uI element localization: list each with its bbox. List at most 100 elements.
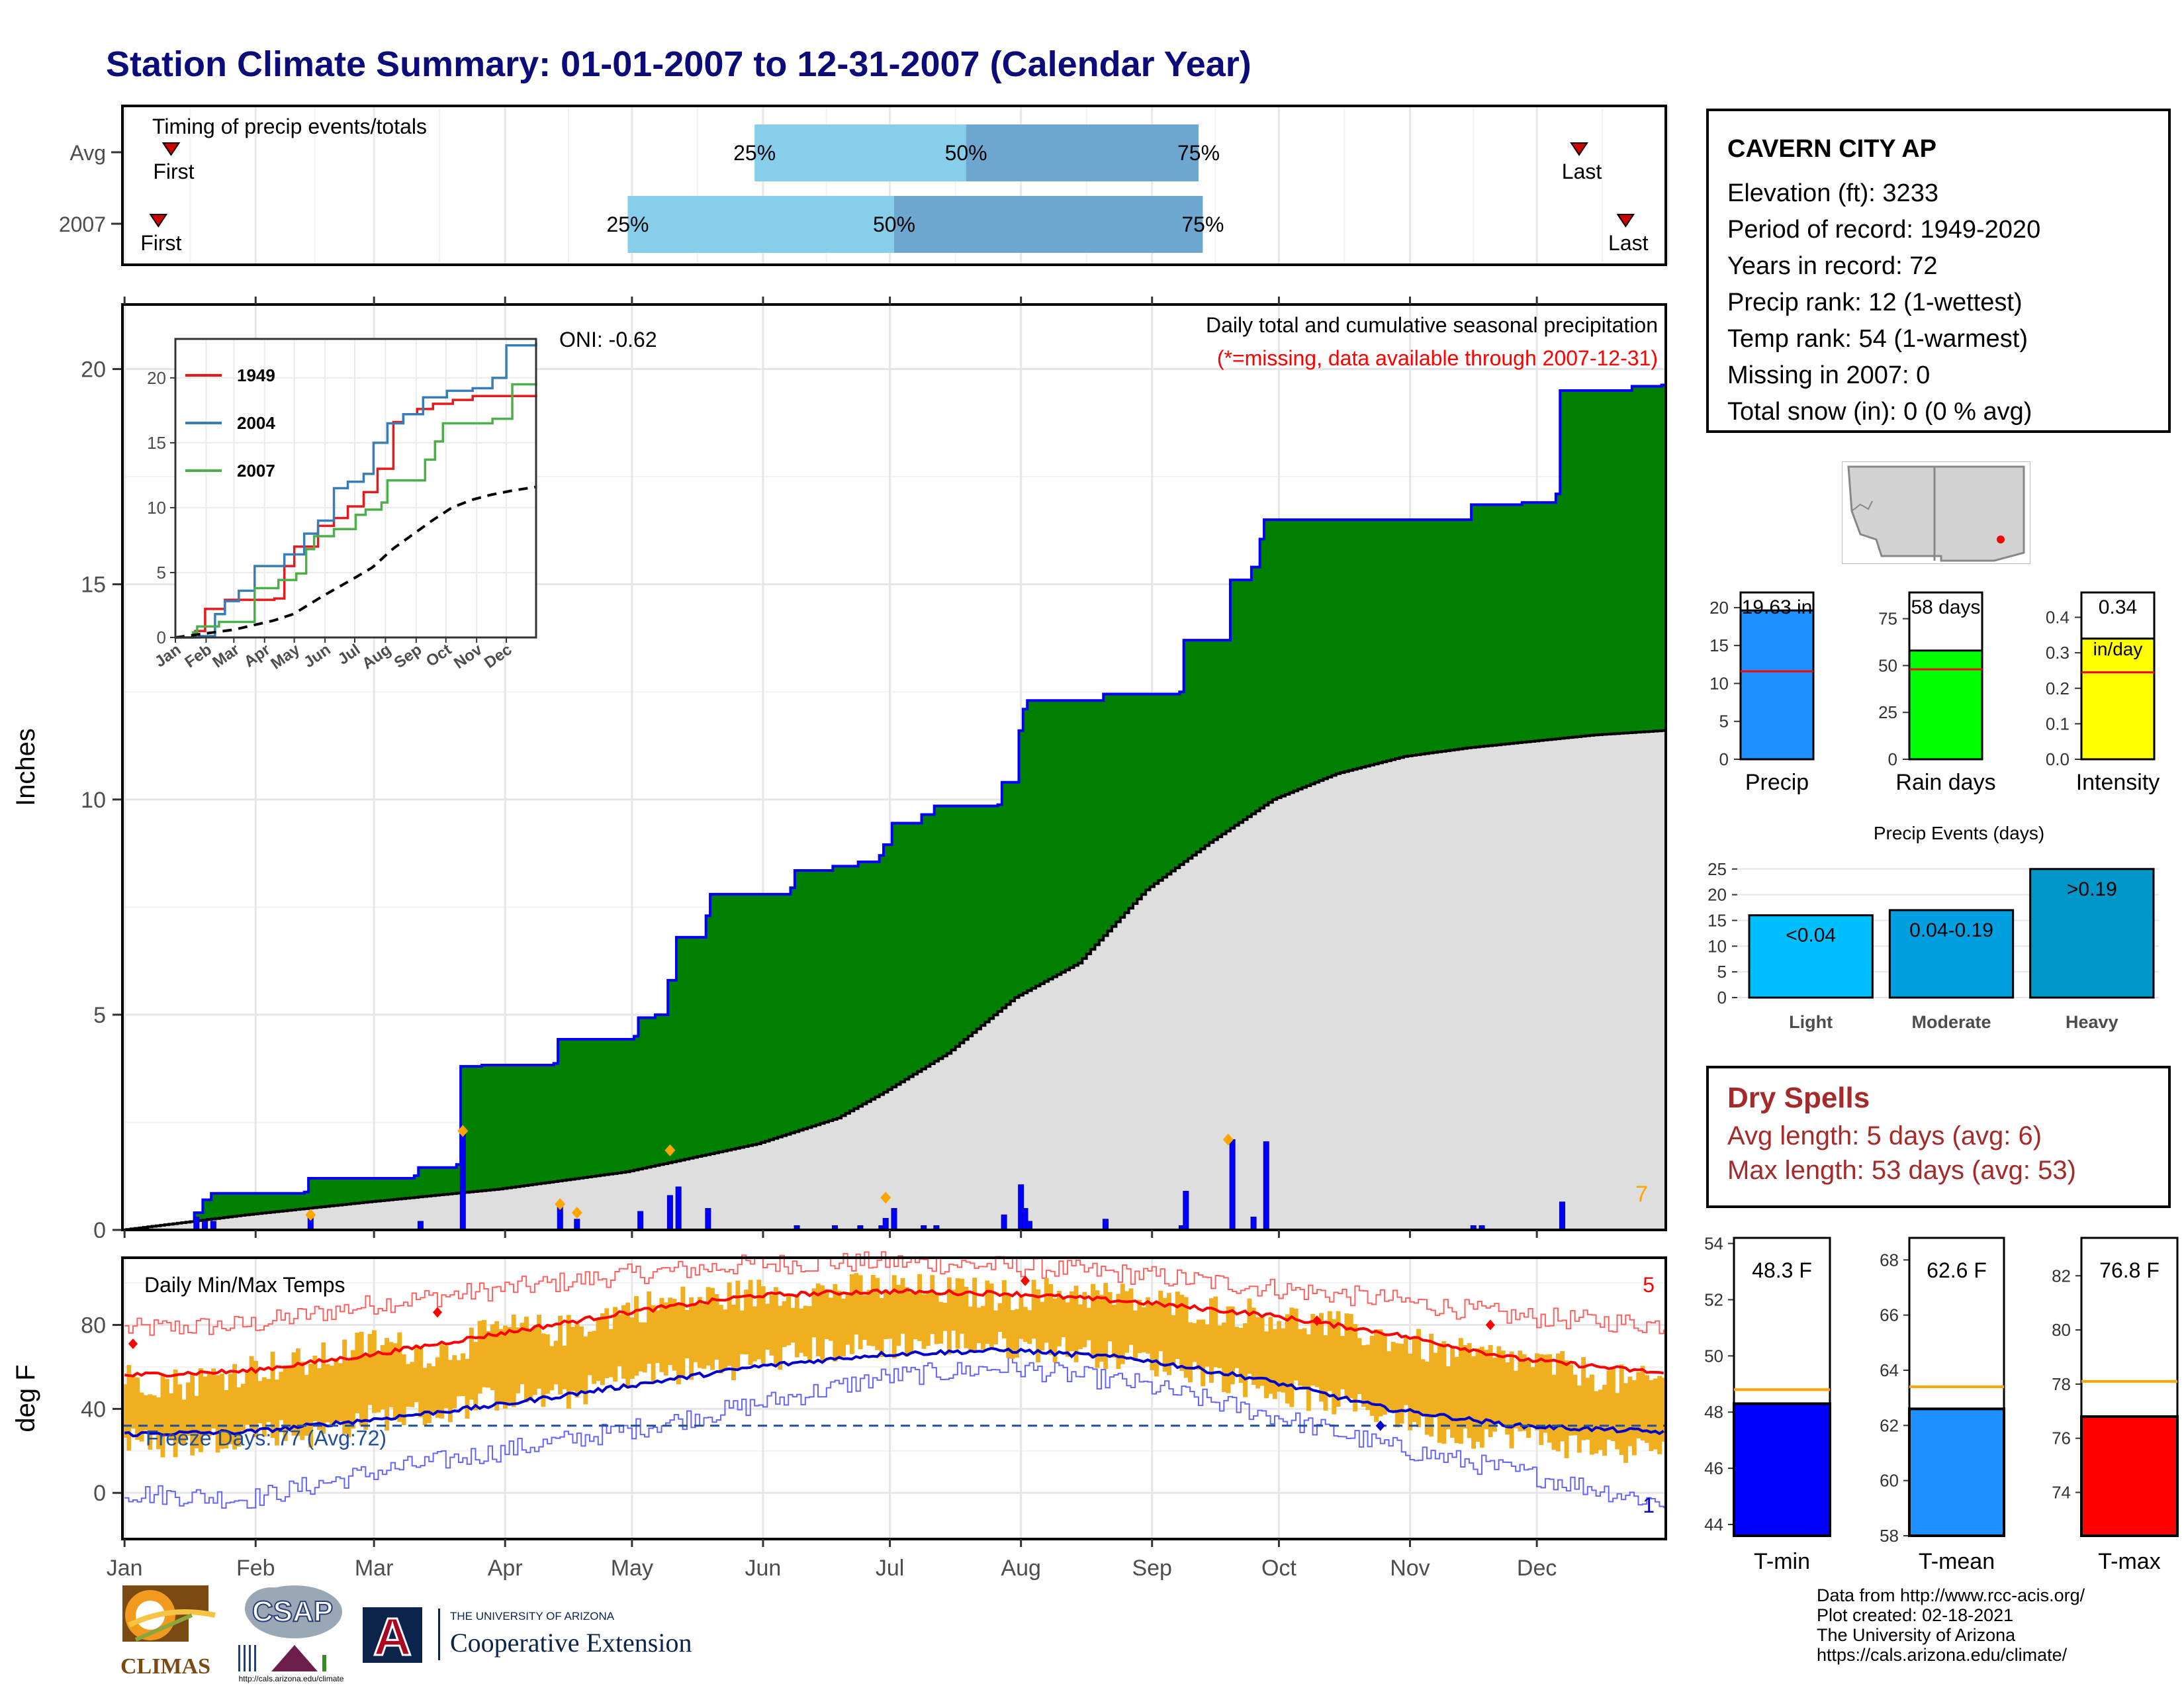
daily-temp-bar: [862, 1295, 867, 1340]
daily-temp-bar: [363, 1354, 369, 1430]
daily-temp-bar: [1390, 1342, 1396, 1413]
timing-last-marker: [1570, 142, 1588, 156]
daily-temp-bar: [968, 1306, 973, 1350]
state-outline: [1847, 465, 2025, 562]
timing-bar-q25-q50: [754, 124, 966, 181]
daily-temp-bar: [1277, 1321, 1282, 1392]
daily-temp-bar: [1420, 1359, 1426, 1415]
daily-temp-bar: [1344, 1313, 1349, 1398]
daily-precip-bar: [459, 1130, 466, 1231]
temp-summary-ytick-label: 66: [1880, 1305, 1899, 1325]
daily-temp-bar: [1137, 1299, 1142, 1354]
daily-temp-bar: [837, 1290, 842, 1357]
daily-temp-bar: [1272, 1329, 1277, 1399]
daily-temp-bar: [1298, 1329, 1303, 1386]
daily-temp-bar: [321, 1342, 326, 1434]
events-category-label: Heavy: [2066, 1012, 2118, 1032]
daily-temp-bar: [946, 1277, 952, 1355]
inset-bg: [175, 339, 536, 637]
summary-ytick-label: 50: [1878, 655, 1897, 675]
daily-temp-bar: [921, 1294, 927, 1349]
daily-temp-bar: [194, 1395, 199, 1448]
daily-temp-bar: [587, 1331, 592, 1376]
daily-precip-bar: [1559, 1201, 1565, 1231]
precip-y-axis-label: Inches: [11, 728, 40, 806]
daily-temp-bar: [930, 1275, 935, 1335]
record-high-marker: [128, 1338, 138, 1350]
daily-temp-bar: [676, 1302, 681, 1385]
daily-temp-bar: [1445, 1366, 1451, 1430]
daily-temp-bar: [1077, 1304, 1083, 1350]
daily-temp-bar: [1031, 1280, 1036, 1339]
daily-temp-bar: [338, 1363, 343, 1422]
footer-credits: Data from http://www.rcc-acis.org/Plot c…: [1817, 1585, 2085, 1665]
extreme-precip-marker: [1222, 1133, 1234, 1146]
daily-temp-bar: [1069, 1291, 1075, 1352]
daily-temp-bar: [659, 1297, 664, 1372]
daily-temp-bar: [482, 1320, 486, 1387]
summary-bar: [2080, 637, 2156, 761]
daily-temp-bar: [203, 1376, 208, 1436]
daily-temp-bar: [308, 1364, 314, 1448]
daily-temp-bar: [1171, 1315, 1176, 1365]
daily-temp-bar: [778, 1305, 783, 1370]
inset-frame: [174, 338, 537, 639]
daily-temp-bar: [1124, 1291, 1130, 1353]
daily-temp-bar: [1631, 1380, 1637, 1456]
daily-temp-bar: [465, 1358, 470, 1419]
events-ytick-label: 25: [1707, 859, 1727, 879]
daily-temp-bar: [1560, 1351, 1565, 1442]
river-line: [1851, 500, 1873, 512]
daily-temp-bar: [1488, 1344, 1493, 1437]
timing-last-label: Last: [1608, 231, 1649, 255]
daily-temp-bar: [858, 1275, 863, 1350]
daily-temp-bar: [528, 1331, 533, 1401]
summary-ytick-label: 0.1: [2046, 714, 2070, 733]
daily-temp-bar: [199, 1368, 203, 1452]
daily-temp-bar: [710, 1288, 715, 1370]
daily-temp-bar: [887, 1294, 893, 1339]
daily-temp-bar: [253, 1360, 258, 1438]
daily-temp-bar: [689, 1297, 694, 1380]
month-tick-label: Oct: [1261, 1556, 1297, 1581]
daily-precip-bar: [1250, 1216, 1257, 1231]
daily-temp-bar: [1205, 1324, 1210, 1367]
daily-temp-bar: [439, 1344, 445, 1419]
daily-temp-bar: [799, 1308, 804, 1353]
events-bar: [1748, 914, 1874, 999]
daily-temp-bar: [1001, 1280, 1007, 1338]
daily-temp-bar: [148, 1394, 153, 1450]
daily-temp-bar: [498, 1329, 504, 1403]
inset-legend-label: 2007: [237, 461, 275, 481]
daily-temp-bar: [723, 1309, 728, 1371]
summary-ytick-label: 0.4: [2046, 608, 2070, 628]
daily-temp-bar: [1154, 1303, 1159, 1377]
daily-temp-bar: [1103, 1283, 1109, 1370]
summary-category-label: Precip: [1745, 770, 1809, 795]
summary-ytick-label: 0: [1888, 749, 1897, 769]
daily-temp-bar: [900, 1278, 905, 1334]
daily-temp-bar: [960, 1278, 964, 1334]
extreme-precip-marker: [880, 1192, 891, 1204]
daily-temp-bar: [1589, 1374, 1594, 1455]
daily-temp-bar: [1479, 1346, 1484, 1448]
cumulative-2007-line: [122, 383, 1666, 1231]
temp-corner-bottom: 1: [1643, 1493, 1655, 1517]
daily-temp-bar: [748, 1280, 753, 1366]
daily-temp-bar: [1530, 1367, 1535, 1426]
daily-temp-bar: [1319, 1313, 1324, 1402]
daily-temp-bar: [452, 1355, 457, 1409]
daily-temp-bar: [135, 1377, 140, 1440]
daily-temp-bar: [794, 1293, 799, 1358]
temp-corner-top: 5: [1643, 1273, 1655, 1297]
cumulative-precip-chart: 0 5 10 15 20 Daily total and cumulative seaso…: [11, 297, 1667, 1238]
daily-temp-bar: [1615, 1393, 1620, 1450]
events-ytick-label: 15: [1707, 910, 1727, 930]
precip-ytick-label: 20: [81, 357, 106, 383]
daily-temp-bar: [266, 1379, 271, 1423]
inset-ytick-label: 5: [157, 563, 166, 583]
daily-temp-bar: [866, 1289, 872, 1346]
events-bar-label: >0.19: [2067, 878, 2117, 900]
events-ytick-label: 0: [1717, 988, 1727, 1008]
daily-temp-bar: [1572, 1374, 1578, 1436]
